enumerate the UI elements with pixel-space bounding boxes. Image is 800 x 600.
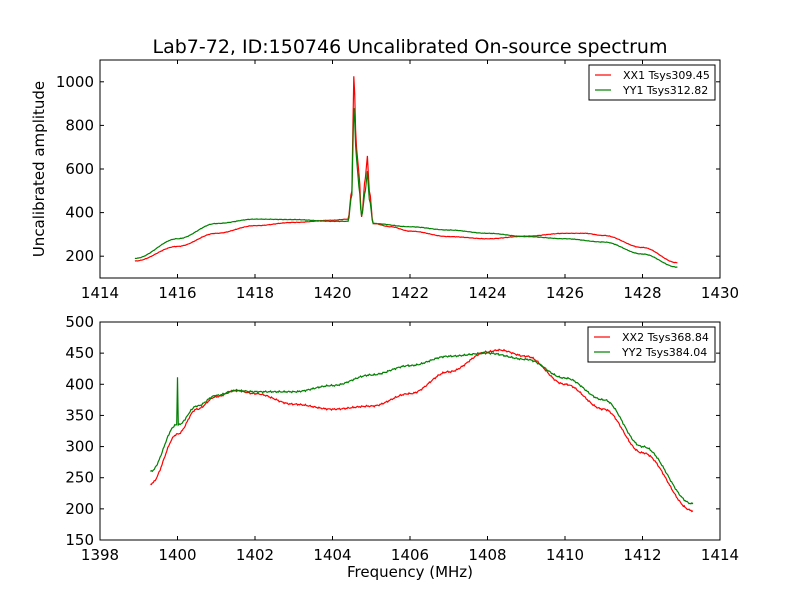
series-line-yy2 [150,351,694,505]
y-tick-label: 400 [65,204,94,222]
x-tick-label: 1418 [236,284,274,302]
x-tick-label: 1414 [701,546,739,564]
top-axes: 1414 1416 1418 1420 1422 1424 1426 1428 1430 200 4… [56,59,739,302]
legend-label: YY1 Tsys312.82 [622,84,708,97]
x-tick-label: 1424 [468,284,506,302]
y-tick-label: 300 [65,438,94,456]
x-tick-label: 1398 [81,546,119,564]
y-axis-label: Uncalibrated amplitude [30,81,48,257]
x-tick-label: 1412 [623,546,661,564]
y-tick-label: 150 [65,531,94,549]
y-tick-label: 350 [65,406,94,424]
legend-label: YY2 Tsys384.04 [621,346,707,359]
y-tick-label: 400 [65,375,94,393]
x-tick-label: 1408 [468,546,506,564]
series-line-yy1 [134,107,678,268]
bottom-axes: 1398 1400 1402 1404 1406 1408 1410 1412 1414 150 2… [65,313,739,564]
x-tick-label: 1422 [391,284,429,302]
y-tick-label: 250 [65,469,94,487]
series-line-xx1 [134,76,678,264]
x-tick-label: 1414 [81,284,119,302]
x-tick-label: 1410 [546,546,584,564]
legend-label: XX2 Tsys368.84 [622,331,709,344]
chart-title: Lab7-72, ID:150746 Uncalibrated On-sourc… [153,36,668,58]
y-tick-label: 600 [65,160,94,178]
x-tick-label: 1404 [313,546,351,564]
series-line-xx2 [150,348,694,513]
legend: XX2 Tsys368.84 YY2 Tsys384.04 [587,326,716,363]
y-tick-label: 500 [65,313,94,331]
legend: XX1 Tsys309.45 YY1 Tsys312.82 [588,64,716,101]
x-tick-label: 1416 [158,284,196,302]
legend-label: XX1 Tsys309.45 [623,69,710,82]
y-tick-label: 800 [65,116,94,134]
x-axis-label: Frequency (MHz) [347,563,473,581]
x-tick-label: 1430 [701,284,739,302]
x-tick-label: 1406 [391,546,429,564]
y-tick-label: 450 [65,344,94,362]
y-tick-label: 1000 [56,73,94,91]
x-tick-label: 1426 [546,284,584,302]
x-tick-label: 1402 [236,546,274,564]
x-tick-label: 1420 [313,284,351,302]
y-tick-label: 200 [65,500,94,518]
x-tick-label: 1428 [623,284,661,302]
x-tick-label: 1400 [158,546,196,564]
y-tick-label: 200 [65,247,94,265]
